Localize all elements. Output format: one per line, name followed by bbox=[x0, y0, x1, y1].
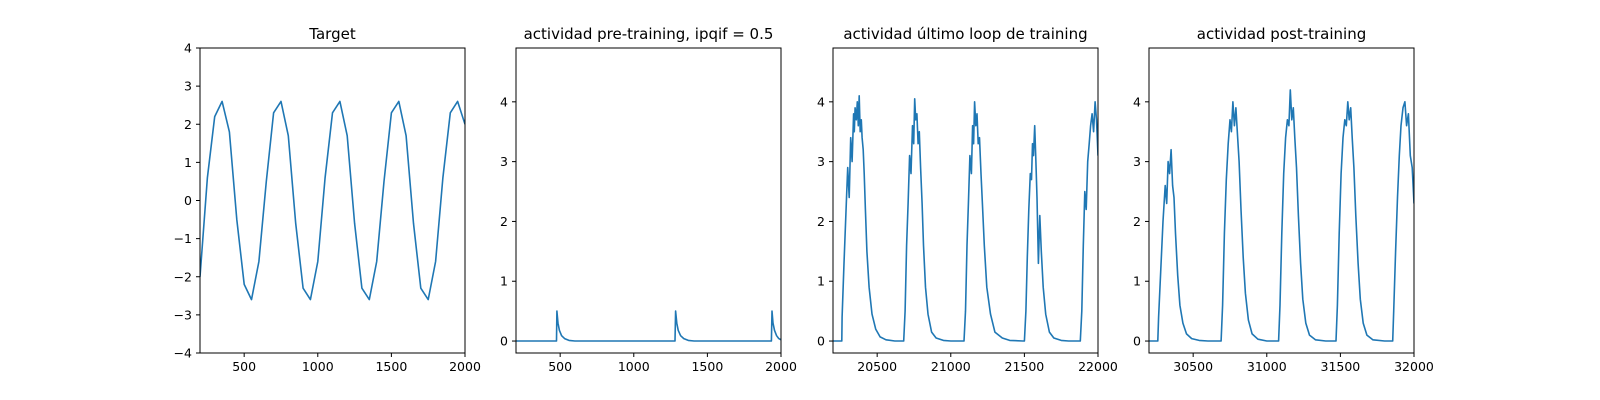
y-tick-label: 3 bbox=[500, 154, 508, 169]
chart-title: Target bbox=[308, 25, 356, 43]
x-tick-label: 500 bbox=[548, 359, 572, 374]
x-tick-label: 2000 bbox=[765, 359, 797, 374]
chart-title: actividad pre-training, ipqif = 0.5 bbox=[524, 25, 774, 43]
x-tick-label: 32000 bbox=[1394, 359, 1434, 374]
x-tick-label: 1000 bbox=[302, 359, 334, 374]
x-tick-label: 22000 bbox=[1078, 359, 1118, 374]
y-tick-label: 2 bbox=[184, 117, 192, 132]
y-tick-label: 3 bbox=[1133, 154, 1141, 169]
y-tick-label: −2 bbox=[174, 269, 192, 284]
x-tick-label: 30500 bbox=[1173, 359, 1213, 374]
y-tick-label: 4 bbox=[1133, 94, 1141, 109]
chart-panel-1: 500 1000 1500 2000 −4 −3 −2 −1 0 1 2 3 4 Target bbox=[174, 25, 481, 374]
chart-title: actividad último loop de training bbox=[843, 25, 1087, 43]
plot-frame bbox=[832, 47, 1099, 354]
y-tick-label: 4 bbox=[817, 94, 825, 109]
series-line-2-1 bbox=[516, 310, 781, 342]
y-tick-label: 4 bbox=[184, 41, 192, 56]
x-tick-label: 21500 bbox=[1005, 359, 1045, 374]
y-tick-label: 1 bbox=[184, 155, 192, 170]
y-tick-label: −1 bbox=[174, 231, 192, 246]
chart-panel-3: 20500 21000 21500 22000 0 1 2 3 4 actividad últim… bbox=[817, 25, 1118, 374]
x-tick-label: 20500 bbox=[857, 359, 897, 374]
y-tick-label: 0 bbox=[184, 193, 192, 208]
x-tick-label: 31500 bbox=[1321, 359, 1361, 374]
x-tick-label: 1500 bbox=[375, 359, 407, 374]
y-tick-label: 2 bbox=[500, 214, 508, 229]
y-tick-label: 2 bbox=[1133, 214, 1141, 229]
series-line-4-1 bbox=[1149, 89, 1414, 342]
chart-panel-4: 30500 31000 31500 32000 0 1 2 3 4 actividad post-… bbox=[1133, 25, 1434, 374]
plot-frame bbox=[515, 47, 782, 354]
y-tick-label: 4 bbox=[500, 94, 508, 109]
y-tick-label: −4 bbox=[174, 346, 192, 361]
x-tick-label: 1500 bbox=[691, 359, 723, 374]
y-tick-label: 0 bbox=[500, 334, 508, 349]
x-tick-label: 31000 bbox=[1247, 359, 1287, 374]
y-tick-label: 3 bbox=[817, 154, 825, 169]
y-tick-label: −3 bbox=[174, 307, 192, 322]
y-tick-label: 0 bbox=[817, 334, 825, 349]
y-tick-label: 1 bbox=[817, 274, 825, 289]
series-line-3-1 bbox=[833, 95, 1098, 342]
plot-frame bbox=[199, 47, 466, 354]
y-tick-label: 1 bbox=[500, 274, 508, 289]
chart-panel-2: 500 1000 1500 2000 0 1 2 3 4 actividad pre-traini… bbox=[500, 25, 797, 374]
y-tick-label: 0 bbox=[1133, 334, 1141, 349]
x-tick-label: 1000 bbox=[618, 359, 650, 374]
chart-title: actividad post-training bbox=[1197, 25, 1366, 43]
y-tick-label: 3 bbox=[184, 79, 192, 94]
plot-frame bbox=[1148, 47, 1415, 354]
series-line-1-1 bbox=[200, 100, 465, 301]
y-tick-label: 1 bbox=[1133, 274, 1141, 289]
x-tick-label: 500 bbox=[232, 359, 256, 374]
y-tick-label: 2 bbox=[817, 214, 825, 229]
x-tick-label: 2000 bbox=[449, 359, 481, 374]
x-tick-label: 21000 bbox=[931, 359, 971, 374]
